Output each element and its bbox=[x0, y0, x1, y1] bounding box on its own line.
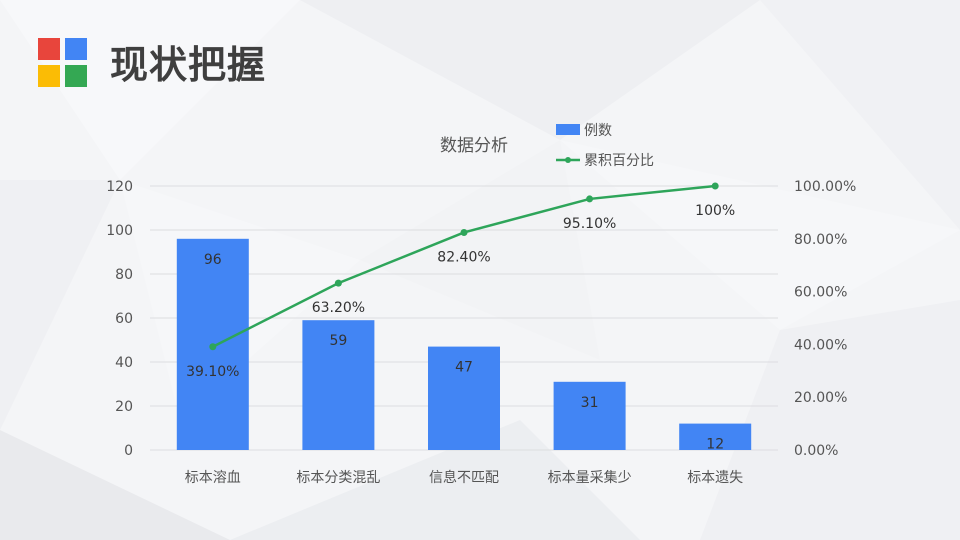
line-series: 39.10% 63.20% 82.40% 95.10% 100% bbox=[186, 182, 735, 380]
logo-square-blue bbox=[65, 38, 87, 60]
logo-square-green bbox=[65, 65, 87, 87]
x-category-label: 标本遗失 bbox=[687, 470, 743, 486]
line-point bbox=[460, 228, 468, 236]
bar bbox=[428, 346, 500, 450]
line-value-label: 82.40% bbox=[437, 249, 490, 265]
left-y-axis: 0 20 40 60 80 100 120 bbox=[106, 179, 133, 459]
legend-bar-swatch bbox=[556, 124, 580, 135]
bar-value-label: 31 bbox=[581, 395, 599, 411]
left-axis-tick-label: 120 bbox=[106, 179, 133, 195]
left-axis-tick-label: 40 bbox=[115, 355, 133, 371]
logo-square-red bbox=[38, 38, 60, 60]
right-axis-tick-label: 60.00% bbox=[794, 285, 847, 301]
left-axis-tick-label: 80 bbox=[115, 267, 133, 283]
app-logo bbox=[38, 38, 87, 87]
bar-value-label: 59 bbox=[329, 333, 347, 349]
left-axis-tick-label: 100 bbox=[106, 223, 133, 239]
chart-legend: 例数 累积百分比 bbox=[556, 123, 654, 169]
cumulative-line bbox=[212, 184, 716, 348]
bar bbox=[553, 381, 626, 450]
x-category-label: 信息不匹配 bbox=[429, 469, 499, 486]
right-y-axis: 0.00% 20.00% 40.00% 60.00% 80.00% 100.00% bbox=[794, 179, 856, 459]
right-axis-tick-label: 20.00% bbox=[794, 390, 847, 406]
line-point bbox=[334, 279, 342, 287]
line-value-label: 39.10% bbox=[186, 364, 239, 380]
line-point bbox=[209, 343, 217, 351]
logo-square-yellow bbox=[38, 65, 60, 87]
line-value-label: 100% bbox=[695, 203, 735, 219]
left-axis-tick-label: 60 bbox=[115, 311, 133, 327]
right-axis-tick-label: 0.00% bbox=[794, 443, 838, 459]
bar bbox=[302, 320, 375, 450]
right-axis-tick-label: 40.00% bbox=[794, 337, 847, 353]
legend-line-marker bbox=[565, 157, 571, 163]
x-category-label: 标本溶血 bbox=[185, 470, 241, 486]
left-axis-tick-label: 0 bbox=[124, 443, 133, 459]
x-category-label: 标本分类混乱 bbox=[296, 470, 380, 486]
legend-bar-label: 例数 bbox=[584, 123, 612, 139]
right-axis-tick-label: 100.00% bbox=[794, 179, 856, 195]
bar-value-label: 96 bbox=[204, 252, 222, 268]
x-category-label: 标本量采集少 bbox=[548, 469, 632, 486]
line-value-label: 63.20% bbox=[312, 300, 365, 316]
bar bbox=[679, 423, 752, 450]
legend-line-label: 累积百分比 bbox=[584, 153, 654, 169]
chart-title: 数据分析 bbox=[440, 136, 508, 156]
bar-value-label: 47 bbox=[455, 360, 473, 376]
bar-series: 96 59 47 31 12 bbox=[176, 238, 752, 453]
line-point bbox=[586, 195, 594, 203]
page-title: 现状把握 bbox=[110, 43, 267, 87]
bar-value-label: 12 bbox=[706, 437, 724, 453]
line-point bbox=[711, 182, 719, 190]
right-axis-tick-label: 80.00% bbox=[794, 232, 847, 248]
left-axis-tick-label: 20 bbox=[115, 399, 133, 415]
x-axis-categories: 标本溶血 标本分类混乱 信息不匹配 标本量采集少 标本遗失 bbox=[185, 469, 743, 486]
line-value-label: 95.10% bbox=[563, 216, 616, 232]
